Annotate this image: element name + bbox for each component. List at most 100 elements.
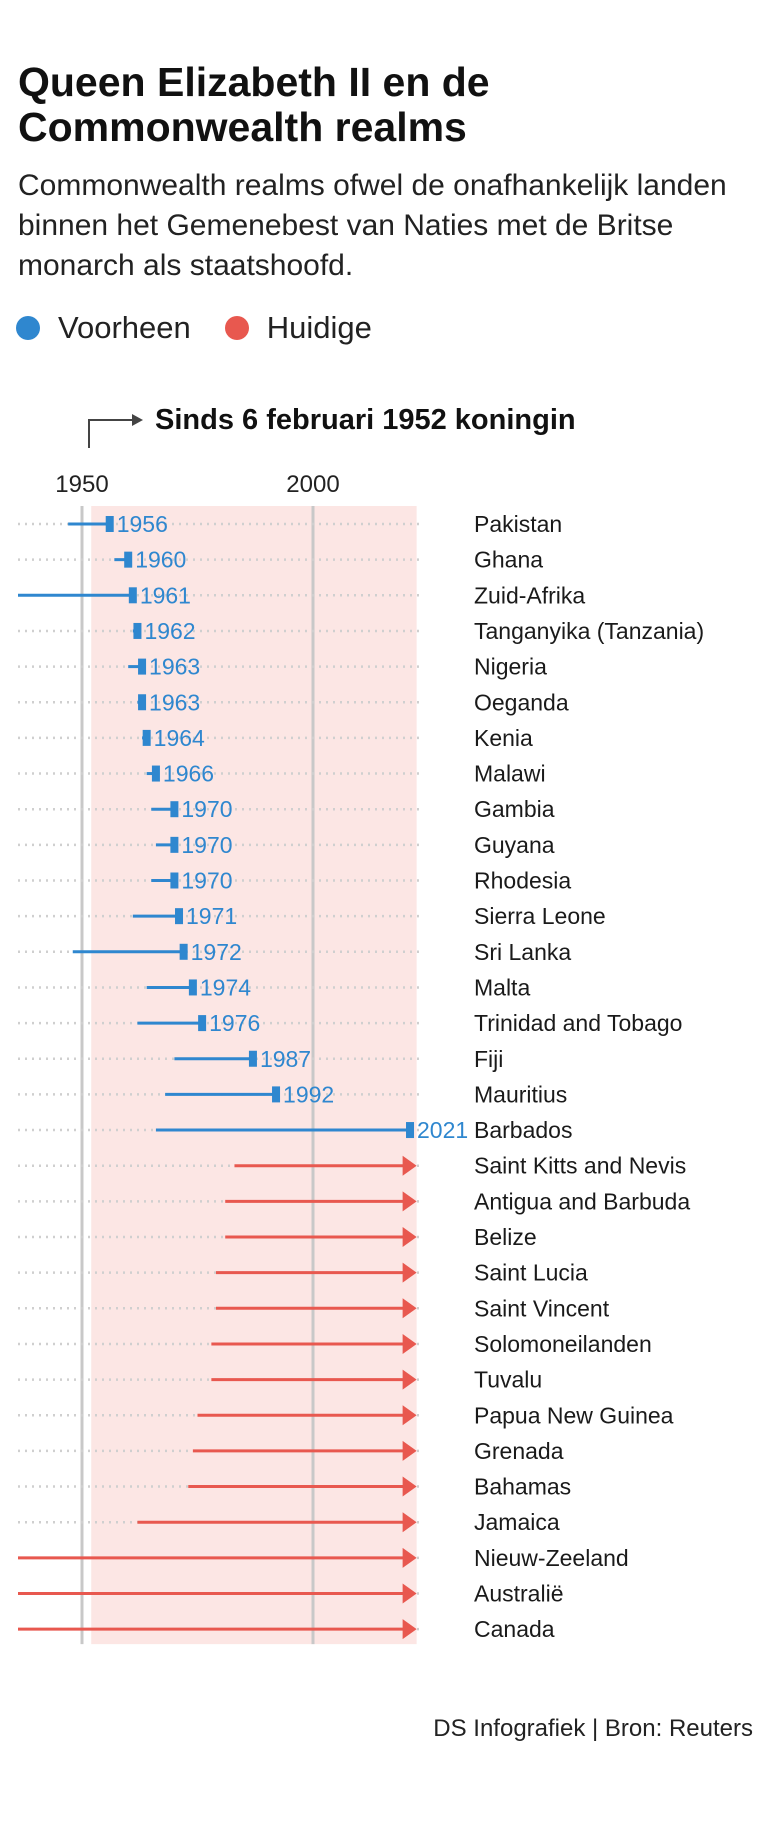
end-year-label: 1964	[154, 725, 205, 751]
source-credit: DS Infografiek | Bron: Reuters	[433, 1715, 753, 1742]
timeline-row: 1992 Mauritius	[18, 1081, 567, 1107]
arrowhead	[402, 1191, 417, 1212]
end-year-label: 2021	[417, 1117, 468, 1143]
country-label: Antigua and Barbuda	[474, 1188, 690, 1214]
annotation-arrow-line	[88, 419, 132, 448]
end-year-label: 1963	[149, 689, 200, 715]
country-label: Trinidad and Tobago	[474, 1010, 682, 1036]
end-year-label: 1963	[149, 654, 200, 680]
chart-title: Queen Elizabeth II en de Commonwealth re…	[18, 59, 490, 150]
country-label: Sri Lanka	[474, 939, 571, 965]
end-year-label: 1960	[135, 547, 186, 573]
end-year-label: 1970	[181, 868, 232, 894]
country-label: Canada	[474, 1616, 555, 1642]
country-label: Saint Lucia	[474, 1260, 588, 1286]
x-tick-label: 2000	[286, 471, 339, 498]
end-marker	[151, 765, 160, 782]
timeline-row: 1963 Nigeria	[18, 654, 547, 680]
end-marker	[170, 872, 179, 889]
end-marker	[406, 1122, 415, 1139]
country-label: Solomoneilanden	[474, 1331, 652, 1357]
country-label: Belize	[474, 1224, 537, 1250]
country-label: Pakistan	[474, 511, 562, 537]
legend: Voorheen Huidige	[16, 310, 406, 346]
end-year-label: 1956	[117, 511, 168, 537]
end-year-label: 1992	[283, 1081, 334, 1107]
country-label: Malawi	[474, 761, 546, 787]
arrowhead	[402, 1155, 417, 1176]
end-marker	[124, 551, 133, 568]
end-marker	[198, 1015, 207, 1032]
timeline-row: 1970 Rhodesia	[18, 868, 571, 894]
timeline-row: Tuvalu	[18, 1367, 542, 1393]
country-label: Bahamas	[474, 1474, 571, 1500]
end-year-label: 1970	[181, 832, 232, 858]
country-label: Australië	[474, 1581, 563, 1607]
country-label: Barbados	[474, 1117, 572, 1143]
country-label: Malta	[474, 974, 530, 1000]
end-marker	[138, 694, 147, 711]
end-marker	[175, 908, 184, 925]
chart-subtitle: Commonwealth realms ofwel de onafhankeli…	[18, 169, 727, 282]
timeline-row: 1960 Ghana	[18, 547, 543, 573]
arrowhead	[402, 1369, 417, 1390]
country-label: Fiji	[474, 1046, 503, 1072]
arrowhead	[402, 1333, 417, 1354]
country-label: Rhodesia	[474, 868, 571, 894]
country-label: Ghana	[474, 547, 543, 573]
timeline-row: Belize	[18, 1224, 537, 1250]
timeline-row: Australië	[18, 1581, 563, 1607]
annotation-label: Sinds 6 februari 1952 koningin	[155, 404, 576, 436]
timeline-row: Saint Kitts and Nevis	[18, 1153, 686, 1179]
end-marker	[138, 658, 147, 675]
end-year-label: 1987	[260, 1046, 311, 1072]
country-label: Tuvalu	[474, 1367, 542, 1393]
legend-swatch-current	[224, 316, 249, 340]
timeline-row: 1974 Malta	[18, 974, 530, 1000]
arrowhead	[402, 1476, 417, 1497]
x-tick-label: 1950	[55, 471, 108, 498]
timeline-row: 1976 Trinidad and Tobago	[18, 1010, 682, 1036]
end-marker	[170, 836, 179, 853]
arrowhead	[402, 1440, 417, 1461]
country-label: Sierra Leone	[474, 903, 606, 929]
end-year-label: 1962	[144, 618, 195, 644]
timeline-row: 1956 Pakistan	[18, 511, 562, 537]
timeline-row: 1970 Guyana	[18, 832, 555, 858]
legend-label-former: Voorheen	[58, 310, 191, 345]
country-label: Nigeria	[474, 654, 547, 680]
timeline-row: Jamaica	[18, 1509, 560, 1535]
end-year-label: 1976	[209, 1010, 260, 1036]
timeline-row: 1972 Sri Lanka	[18, 939, 571, 965]
end-year-label: 1970	[181, 796, 232, 822]
timeline-row: Solomoneilanden	[18, 1331, 652, 1357]
end-year-label: 1971	[186, 903, 237, 929]
legend-item-former: Voorheen	[16, 310, 191, 346]
timeline-row: Antigua and Barbuda	[18, 1188, 690, 1214]
timeline-row: Canada	[18, 1616, 555, 1642]
legend-label-current: Huidige	[266, 310, 372, 345]
end-marker	[142, 729, 151, 746]
country-label: Zuid-Afrika	[474, 582, 585, 608]
timeline-row: Saint Lucia	[18, 1260, 588, 1286]
end-marker	[248, 1050, 257, 1067]
arrowhead	[402, 1583, 417, 1604]
timeline-row: Bahamas	[18, 1474, 571, 1500]
country-label: Nieuw-Zeeland	[474, 1545, 629, 1571]
end-marker	[133, 622, 142, 639]
arrowhead	[402, 1405, 417, 1426]
country-label: Saint Kitts and Nevis	[474, 1153, 686, 1179]
timeline-row: 1971 Sierra Leone	[18, 903, 606, 929]
country-label: Tanganyika (Tanzania)	[474, 618, 704, 644]
end-year-label: 1961	[140, 582, 191, 608]
country-label: Saint Vincent	[474, 1295, 610, 1321]
legend-item-current: Huidige	[224, 310, 372, 346]
timeline-row: 1966 Malawi	[18, 761, 546, 787]
end-year-label: 1974	[200, 974, 251, 1000]
end-marker	[128, 587, 137, 604]
arrowhead	[402, 1619, 417, 1640]
end-marker	[105, 516, 114, 532]
annotation-arrowhead	[132, 414, 143, 426]
end-marker	[272, 1086, 281, 1103]
country-label: Guyana	[474, 832, 555, 858]
